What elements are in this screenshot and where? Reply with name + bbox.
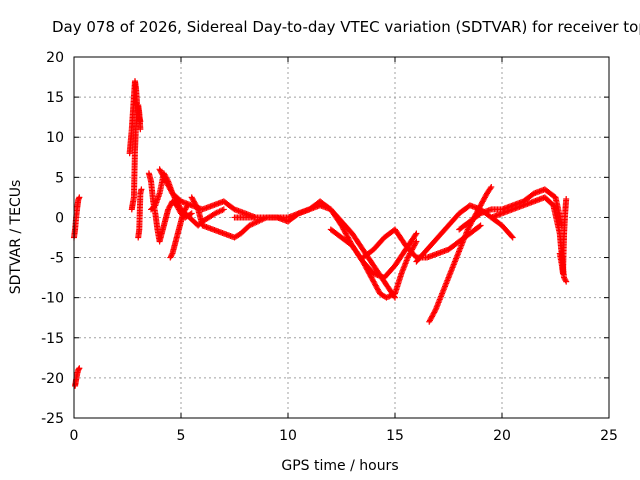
x-tick-label: 0 [70, 428, 79, 444]
series-arc-d [156, 166, 259, 221]
y-tick-label: 10 [46, 130, 64, 146]
y-tick-label: -20 [41, 371, 64, 387]
data-point [563, 278, 570, 285]
data-point [168, 251, 175, 258]
data-point [509, 234, 516, 241]
data-point [220, 206, 227, 213]
plot-frame [73, 56, 610, 419]
series-early-2 [72, 365, 83, 389]
axis-ticks: 0 5 10 15 20 25 -25 -20 -15 -10 -5 0 5 10 15 20 [41, 50, 618, 444]
data-point [76, 194, 83, 201]
data-point [413, 238, 420, 245]
y-tick-label: -15 [41, 331, 64, 347]
x-tick-label: 20 [493, 428, 511, 444]
data-point [477, 222, 484, 229]
data-point [412, 231, 419, 238]
data-point [188, 210, 195, 217]
data-point [562, 277, 569, 284]
x-tick-label: 15 [386, 428, 404, 444]
y-tick-label: 0 [55, 210, 64, 226]
series-arc-b [148, 170, 227, 229]
y-tick-label: -5 [50, 251, 64, 267]
y-tick-label: -10 [41, 291, 64, 307]
data-point [431, 308, 438, 315]
data-marks [71, 78, 570, 389]
data-point [487, 185, 494, 192]
x-axis-title: GPS time / hours [281, 458, 398, 474]
y-tick-label: 5 [55, 170, 64, 186]
series-arc-n [556, 195, 570, 277]
data-point [413, 230, 420, 237]
data-point [194, 205, 201, 212]
y-tick-label: -25 [41, 411, 64, 427]
y-tick-label: 20 [46, 50, 64, 66]
series-arc-l [456, 186, 565, 233]
data-point [76, 365, 83, 372]
grid [74, 57, 609, 418]
data-point [563, 195, 570, 202]
data-point [476, 223, 483, 230]
series-arc-c [167, 202, 191, 261]
series-early-1 [71, 194, 83, 241]
series-arc-h [327, 226, 420, 301]
y-axis-title: SDTVAR / TECUs [8, 180, 24, 295]
x-tick-label: 5 [177, 428, 186, 444]
series-spike-3 [135, 186, 145, 241]
data-point [137, 126, 144, 133]
y-tick-label: 15 [46, 90, 64, 106]
x-tick-label: 25 [600, 428, 618, 444]
data-point [488, 183, 495, 190]
series-spike-2 [128, 102, 144, 213]
series-arc-k [413, 202, 516, 265]
x-tick-label: 10 [279, 428, 297, 444]
series-arc-e [188, 194, 291, 241]
data-point [508, 233, 515, 240]
chart-title: Day 078 of 2026, Sidereal Day-to-day VTE… [52, 18, 640, 36]
data-point [412, 239, 419, 246]
data-point [138, 186, 145, 193]
